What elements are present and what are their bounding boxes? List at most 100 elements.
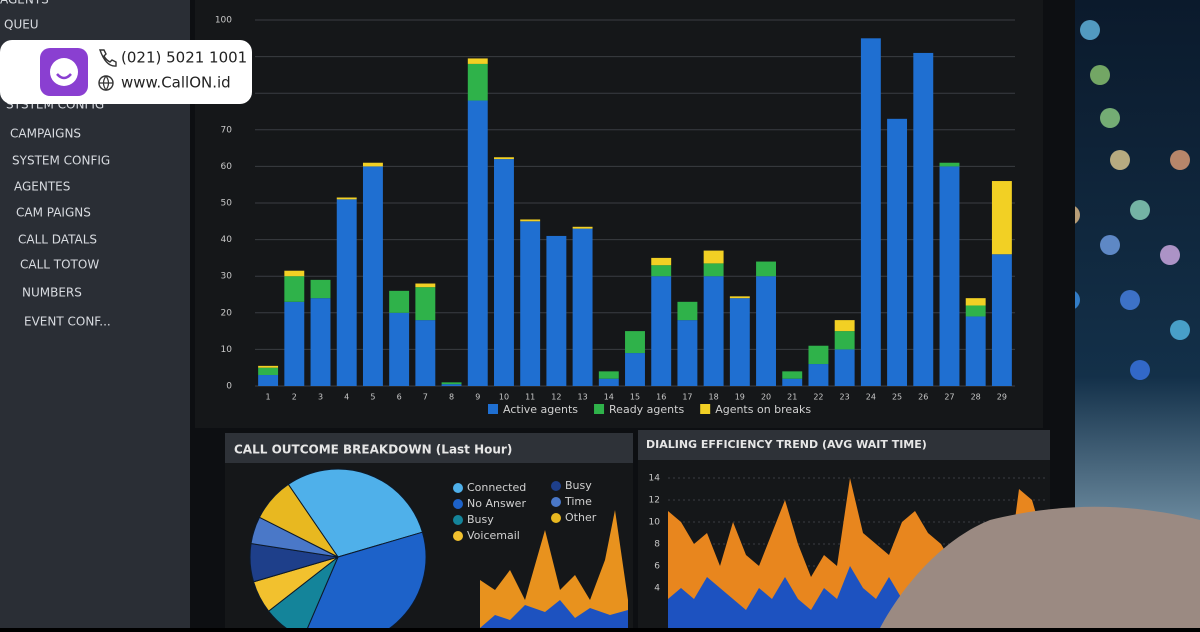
bar-segment <box>598 378 619 386</box>
bokeh <box>1090 65 1110 85</box>
line-panel-header <box>638 430 1050 460</box>
bar-segment <box>494 157 514 160</box>
bar-segment <box>441 384 462 386</box>
x-tick-label: 19 <box>735 393 745 402</box>
menu-item: QUEU <box>4 18 39 32</box>
bar-segment <box>625 331 645 354</box>
y-tick-label: 12 <box>649 496 660 506</box>
bar-segment <box>389 312 410 386</box>
bar-chart: 0102030405060708090100123456789101112131… <box>215 16 1015 416</box>
menu-item: NUMBERS <box>22 286 82 300</box>
bar-segment <box>782 378 803 386</box>
bar-segment <box>572 228 593 386</box>
x-tick-label: 12 <box>551 393 561 402</box>
bar-segment <box>415 283 436 288</box>
bar-segment <box>965 298 986 306</box>
legend-label: Busy <box>565 479 592 492</box>
x-tick-label: 16 <box>656 393 666 402</box>
bar-segment <box>494 159 514 386</box>
bar-segment <box>677 320 698 386</box>
bar-segment <box>625 353 645 386</box>
bar-segment <box>860 38 881 387</box>
y-tick-label: 6 <box>654 562 660 572</box>
x-tick-label: 6 <box>397 393 402 402</box>
y-tick-label: 70 <box>221 125 233 135</box>
bar-segment <box>729 296 750 299</box>
legend-label: Ready agents <box>609 403 684 416</box>
bar-segment <box>651 276 672 386</box>
y-tick-label: 50 <box>221 199 233 209</box>
bar-segment <box>284 301 305 386</box>
x-tick-label: 7 <box>423 393 428 402</box>
bar-segment <box>703 250 724 264</box>
bar-segment <box>546 235 567 386</box>
menu-item: AGENTS <box>0 0 49 7</box>
bar-segment <box>258 375 279 386</box>
pie-chart: Connected No Answer Busy Voicemail Busy Time O… <box>249 468 597 632</box>
pie-slice <box>258 483 339 558</box>
legend-swatch <box>453 531 463 541</box>
bar-segment <box>887 118 908 386</box>
logo-face <box>50 58 78 86</box>
bar-segment <box>834 349 855 386</box>
legend-label: Other <box>565 511 597 524</box>
bar-segment <box>651 257 672 266</box>
y-tick-label: 100 <box>215 16 232 26</box>
x-tick-label: 9 <box>475 393 480 402</box>
x-tick-label: 23 <box>840 393 850 402</box>
x-tick-label: 20 <box>761 393 771 402</box>
bar-segment <box>991 254 1012 386</box>
legend-swatch <box>453 499 463 509</box>
menu-item: CALL DATALS <box>18 233 97 247</box>
bar-segment <box>310 279 331 299</box>
x-tick-label: 17 <box>682 393 692 402</box>
pie-slice <box>287 468 424 558</box>
legend-swatch <box>453 515 463 525</box>
bar-segment <box>808 345 829 365</box>
bokeh <box>1160 245 1180 265</box>
y-tick-label: 14 <box>649 474 661 484</box>
legend-label: Agents on breaks <box>715 403 811 416</box>
x-tick-label: 27 <box>944 393 954 402</box>
x-tick-label: 11 <box>525 393 535 402</box>
bar-segment <box>362 166 383 386</box>
bokeh <box>1130 360 1150 380</box>
pie-panel-header <box>225 433 633 463</box>
bar-segment <box>415 320 436 386</box>
legend-label: Time <box>564 495 592 508</box>
y-tick-label: 30 <box>221 272 233 282</box>
legend-swatch <box>488 404 498 414</box>
bar-segment <box>991 181 1012 255</box>
y-tick-label: 40 <box>221 235 233 245</box>
bar-segment <box>703 263 724 277</box>
legend-label: Active agents <box>503 403 578 416</box>
x-tick-label: 21 <box>787 393 797 402</box>
legend-swatch <box>700 404 711 414</box>
x-tick-label: 5 <box>370 393 375 402</box>
bokeh <box>1100 108 1120 128</box>
bar-segment <box>729 298 750 386</box>
bokeh <box>1170 320 1190 340</box>
bar-segment <box>258 367 279 376</box>
bar-segment <box>598 371 619 379</box>
sidebar <box>0 0 190 628</box>
x-tick-label: 28 <box>971 393 981 402</box>
legend-label: Connected <box>467 481 526 494</box>
bokeh <box>1130 200 1150 220</box>
logo-smile <box>56 73 72 80</box>
bar-segment <box>965 316 986 386</box>
x-tick-label: 8 <box>449 393 454 402</box>
y-tick-label: 10 <box>649 518 661 528</box>
x-tick-label: 22 <box>813 393 823 402</box>
menu-item: CAMPAIGNS <box>10 127 81 141</box>
bokeh <box>1170 150 1190 170</box>
website: www.CallON.id <box>121 74 231 92</box>
bar-segment <box>467 63 488 101</box>
legend-label: Voicemail <box>467 529 520 542</box>
bar-segment <box>782 371 803 379</box>
phone: (021) 5021 1001 <box>121 49 247 67</box>
bar-segment <box>756 276 776 386</box>
phone-icon <box>99 49 117 67</box>
y-tick-label: 8 <box>654 540 660 550</box>
contact-badge: (021) 5021 1001 www.CallON.id <box>0 40 252 104</box>
